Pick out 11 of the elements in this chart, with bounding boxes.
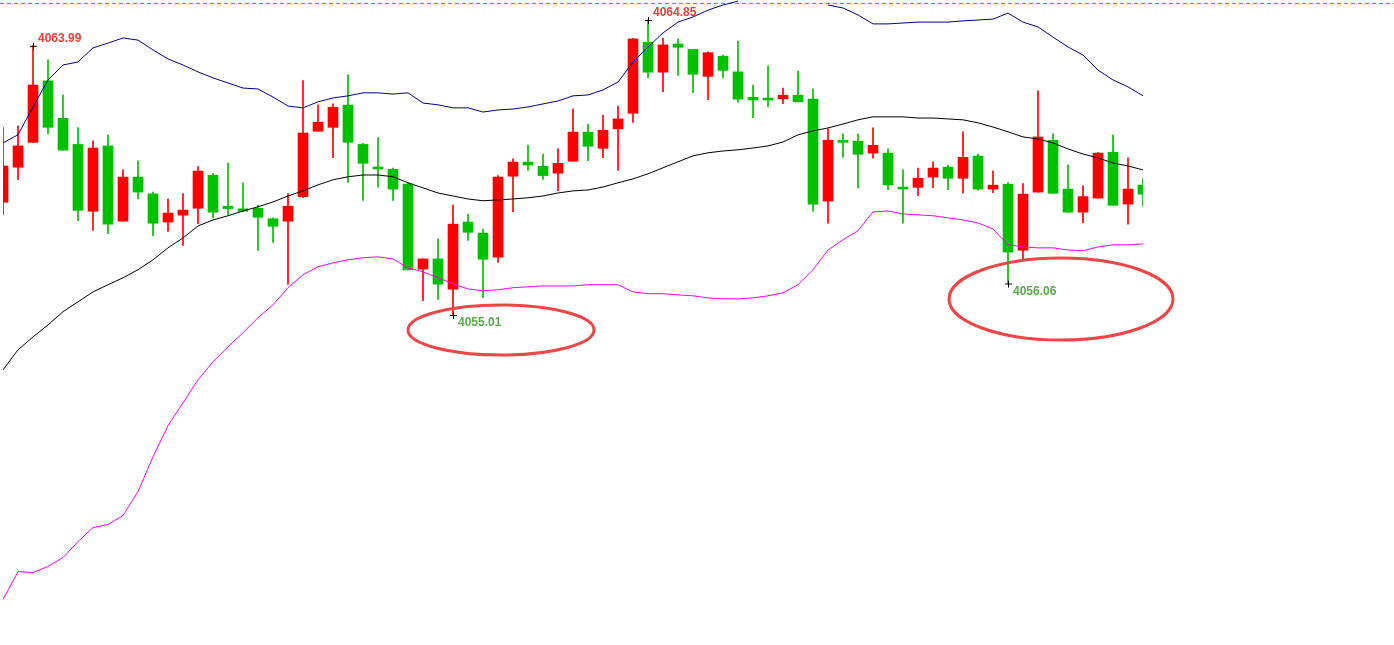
candlestick [837, 133, 849, 158]
annotation: 4063.99 [38, 31, 82, 46]
candlestick [222, 162, 234, 216]
candlestick [852, 133, 864, 189]
annotation: 4055.01 [458, 315, 502, 330]
annotation: 4056.06 [1013, 283, 1057, 298]
text: 4064.85 [653, 5, 697, 20]
candlestick [792, 70, 804, 103]
candlestick [282, 193, 294, 285]
candlestick [252, 204, 264, 251]
candlestick [672, 38, 684, 76]
